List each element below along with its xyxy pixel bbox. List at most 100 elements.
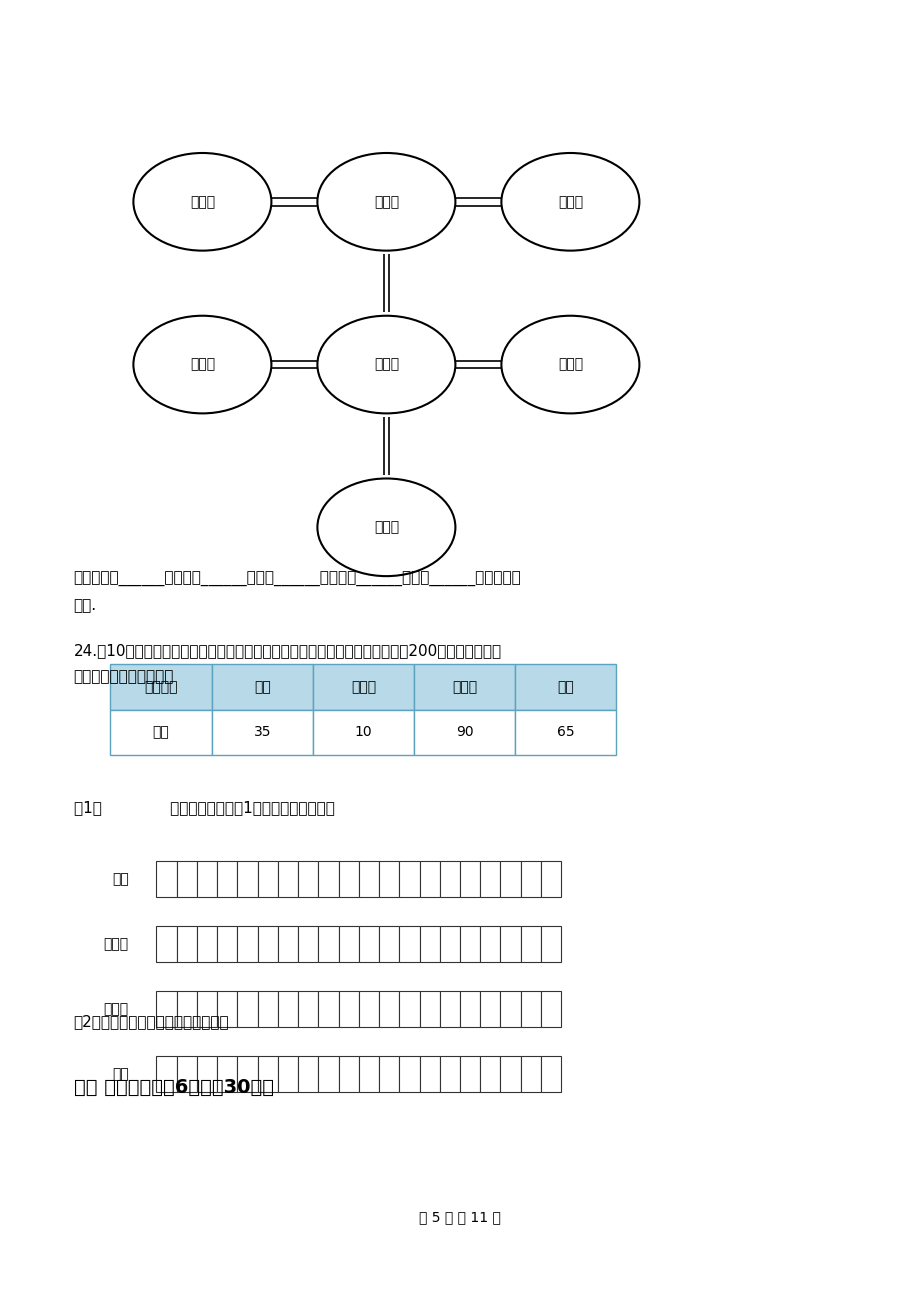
Bar xyxy=(278,1056,298,1092)
Bar xyxy=(156,861,176,897)
Bar xyxy=(257,991,278,1027)
Bar xyxy=(156,991,176,1027)
Bar xyxy=(338,861,358,897)
Text: 90: 90 xyxy=(455,725,473,740)
Text: 的电视节目的调查结果。: 的电视节目的调查结果。 xyxy=(74,669,174,685)
Text: 35: 35 xyxy=(253,725,271,740)
Text: 仙鹤馆: 仙鹤馆 xyxy=(557,195,583,208)
Text: 游艺馆: 游艺馆 xyxy=(189,358,215,371)
Bar xyxy=(419,861,439,897)
Bar xyxy=(439,861,460,897)
FancyBboxPatch shape xyxy=(414,710,515,755)
Bar xyxy=(197,1056,217,1092)
Bar xyxy=(399,926,419,962)
Text: 停车场: 停车场 xyxy=(373,521,399,534)
Bar xyxy=(358,926,379,962)
FancyBboxPatch shape xyxy=(515,710,616,755)
Bar xyxy=(480,861,500,897)
Bar xyxy=(257,861,278,897)
Text: 科普: 科普 xyxy=(112,872,129,885)
Bar xyxy=(338,991,358,1027)
FancyBboxPatch shape xyxy=(110,664,211,710)
Bar xyxy=(298,861,318,897)
FancyBboxPatch shape xyxy=(414,664,515,710)
Bar xyxy=(237,991,257,1027)
Bar xyxy=(540,991,561,1027)
Bar xyxy=(358,991,379,1027)
Bar xyxy=(318,861,338,897)
Text: 人数: 人数 xyxy=(153,725,169,740)
Bar xyxy=(338,926,358,962)
Bar xyxy=(540,926,561,962)
Bar xyxy=(520,1056,540,1092)
Bar xyxy=(358,861,379,897)
Text: 24.（10分）电视台准备在假期里集中放映学生最喜欢看的节目。下表是奇思对200名学生最喜欢看: 24.（10分）电视台准备在假期里集中放映学生最喜欢看的节目。下表是奇思对200… xyxy=(74,643,501,659)
Bar xyxy=(379,1056,399,1092)
Text: （1）              根据上表涂一涂，1个方格代表多少人？: （1） 根据上表涂一涂，1个方格代表多少人？ xyxy=(74,799,335,815)
Bar xyxy=(176,1056,197,1092)
Bar xyxy=(217,861,237,897)
Bar xyxy=(237,861,257,897)
Bar xyxy=(540,861,561,897)
Bar xyxy=(318,926,338,962)
Bar xyxy=(460,991,480,1027)
Bar xyxy=(318,991,338,1027)
Bar xyxy=(500,861,520,897)
Text: 动画片: 动画片 xyxy=(451,680,477,694)
Bar xyxy=(520,861,540,897)
Text: 体育: 体育 xyxy=(557,680,573,694)
Bar xyxy=(480,926,500,962)
Bar xyxy=(338,1056,358,1092)
Bar xyxy=(217,991,237,1027)
Bar xyxy=(379,861,399,897)
Bar xyxy=(419,926,439,962)
Bar xyxy=(358,1056,379,1092)
Bar xyxy=(439,1056,460,1092)
Text: 飞禽馆: 飞禽馆 xyxy=(373,195,399,208)
FancyBboxPatch shape xyxy=(312,710,414,755)
Bar xyxy=(278,926,298,962)
Text: 65: 65 xyxy=(556,725,574,740)
Bar xyxy=(399,991,419,1027)
Bar xyxy=(379,991,399,1027)
Bar xyxy=(500,926,520,962)
Bar xyxy=(399,1056,419,1092)
Text: 动画片: 动画片 xyxy=(104,1003,129,1016)
Text: 从仙鹤馆向______面走，到______；再向______面走，到______；再向______面走，到停: 从仙鹤馆向______面走，到______；再向______面走，到______… xyxy=(74,572,521,587)
Bar xyxy=(217,1056,237,1092)
Bar xyxy=(156,926,176,962)
Bar xyxy=(176,926,197,962)
Bar xyxy=(257,1056,278,1092)
Bar xyxy=(480,991,500,1027)
Bar xyxy=(298,1056,318,1092)
Bar xyxy=(520,991,540,1027)
Bar xyxy=(500,1056,520,1092)
Text: 科普: 科普 xyxy=(254,680,270,694)
Bar xyxy=(419,991,439,1027)
Bar xyxy=(278,861,298,897)
Bar xyxy=(176,991,197,1027)
Bar xyxy=(176,861,197,897)
Bar xyxy=(298,926,318,962)
Bar xyxy=(278,991,298,1027)
Bar xyxy=(419,1056,439,1092)
Bar xyxy=(399,861,419,897)
Bar xyxy=(540,1056,561,1092)
Bar xyxy=(439,926,460,962)
Bar xyxy=(439,991,460,1027)
Bar xyxy=(460,1056,480,1092)
Bar xyxy=(480,1056,500,1092)
Bar xyxy=(217,926,237,962)
Text: 表演馆: 表演馆 xyxy=(189,195,215,208)
Bar xyxy=(520,926,540,962)
Bar xyxy=(197,926,217,962)
Text: 儿童剧: 儿童剧 xyxy=(350,680,376,694)
Text: 10: 10 xyxy=(354,725,372,740)
Bar xyxy=(257,926,278,962)
Bar xyxy=(156,1056,176,1092)
Bar xyxy=(379,926,399,962)
Text: 节目类别: 节目类别 xyxy=(144,680,177,694)
Bar xyxy=(298,991,318,1027)
Bar xyxy=(318,1056,338,1092)
Text: 体育: 体育 xyxy=(112,1068,129,1081)
